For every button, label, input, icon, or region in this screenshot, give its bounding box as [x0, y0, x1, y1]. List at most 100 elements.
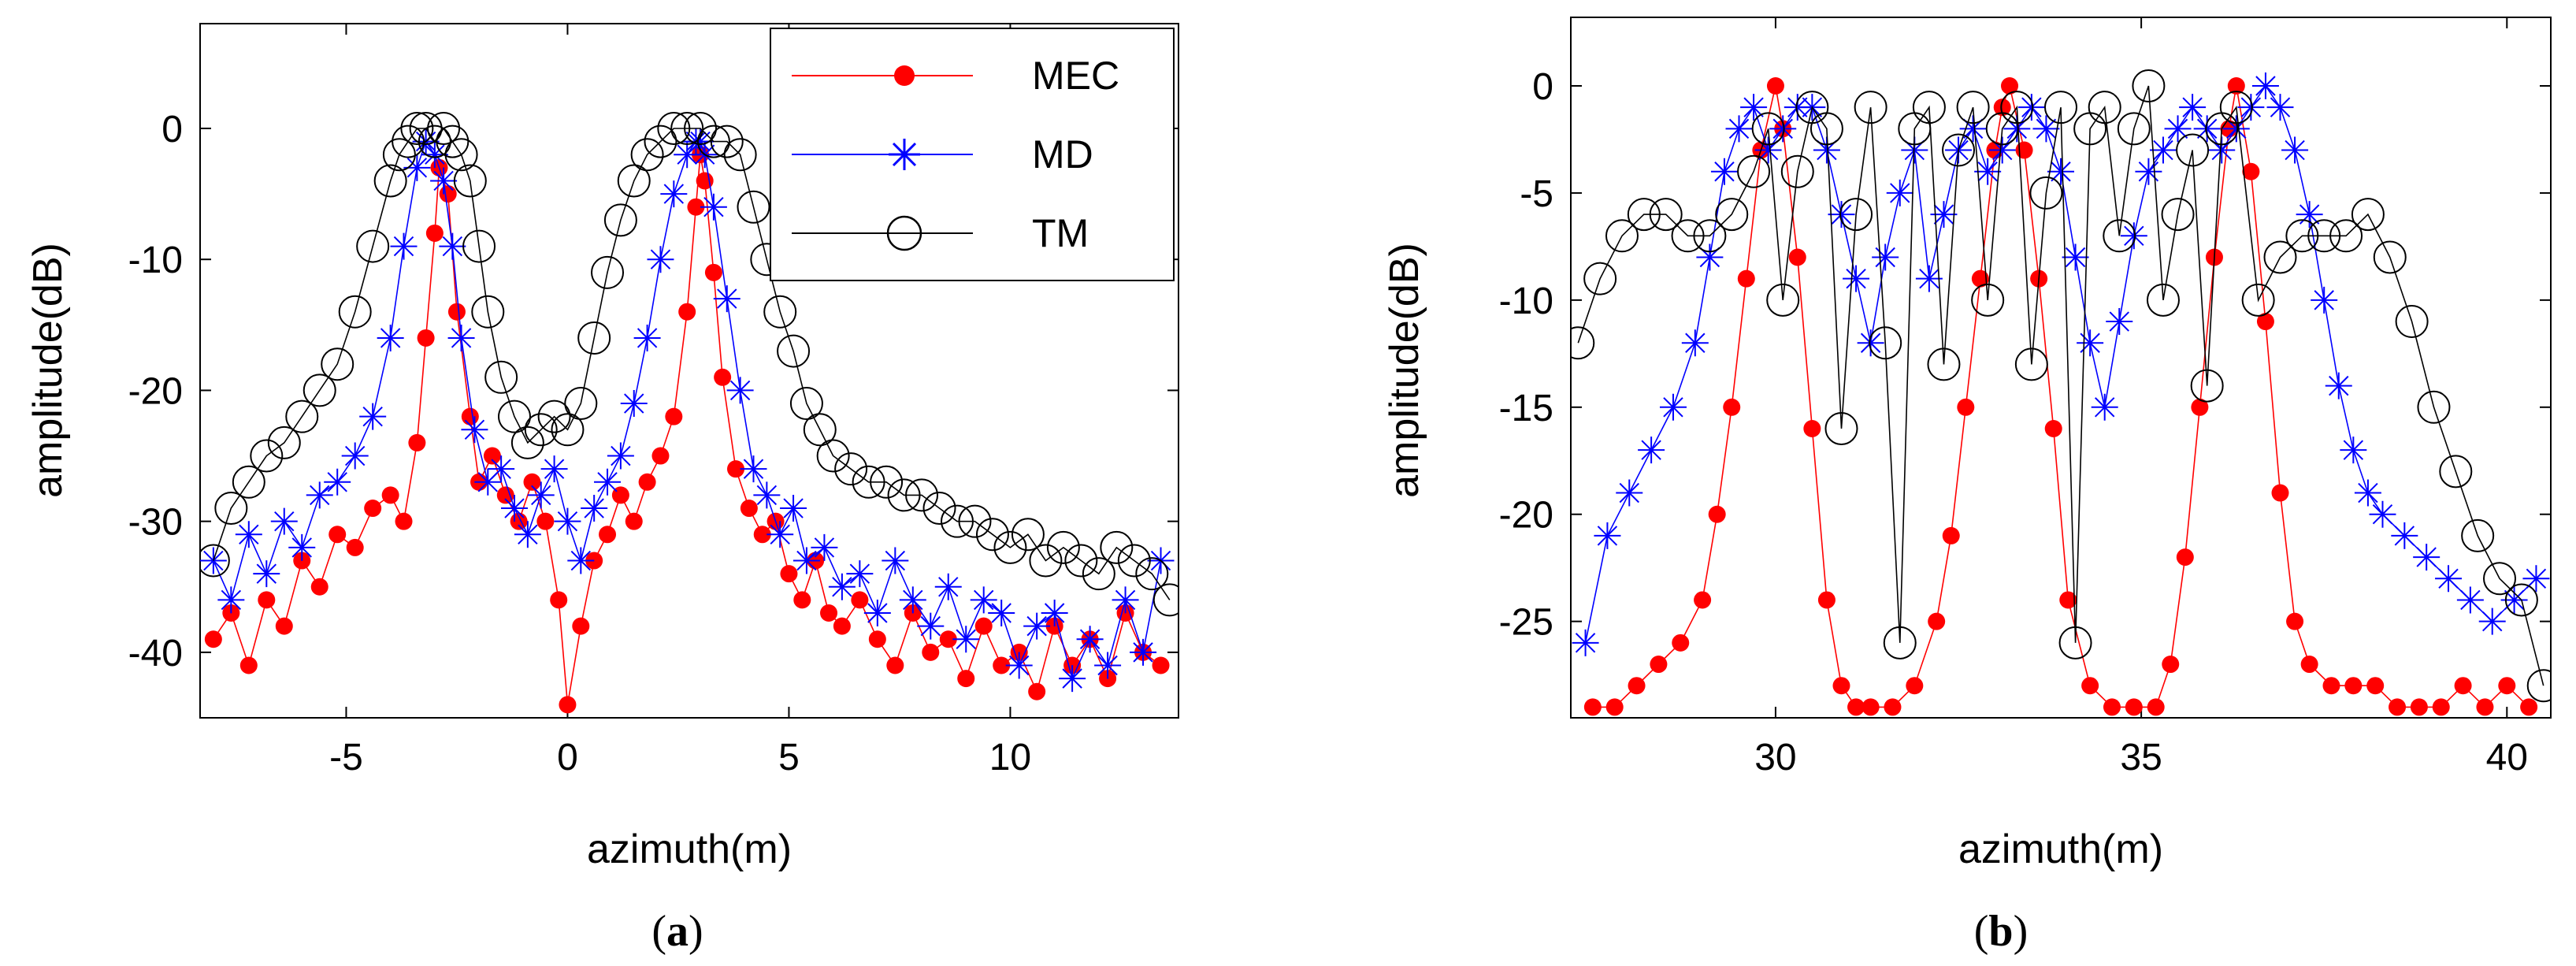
data-point: [2164, 115, 2192, 143]
legend-entry-md: MD: [792, 132, 1093, 176]
data-point: [403, 154, 431, 181]
data-point: [381, 486, 399, 504]
data-point: [2106, 308, 2133, 336]
caption-a: (a): [651, 907, 703, 956]
data-point: [2439, 455, 2473, 489]
data-point: [2237, 94, 2265, 121]
data-point: [2014, 347, 2048, 381]
data-point: [527, 481, 555, 509]
data-point: [474, 468, 502, 496]
series-line-tm: [1577, 85, 2544, 686]
data-point: [644, 124, 677, 158]
data-point: [740, 500, 758, 518]
data-point: [395, 512, 413, 530]
data-point: [2132, 69, 2166, 102]
data-point: [660, 180, 688, 208]
data-point: [523, 473, 541, 491]
data-point: [2432, 698, 2450, 716]
data-point: [2147, 698, 2165, 716]
data-point: [1153, 583, 1179, 617]
data-point: [939, 630, 957, 648]
data-point: [2417, 390, 2451, 424]
y-tick-label: -10: [128, 240, 183, 281]
data-point: [1906, 677, 1924, 695]
data-point: [2461, 518, 2495, 552]
data-point: [958, 504, 992, 538]
chart-b-ylabel: amplitude(dB): [1382, 243, 1427, 498]
data-point: [496, 486, 514, 504]
data-point: [1813, 136, 1840, 164]
caption-b: (b): [1974, 907, 2028, 956]
data-point: [803, 413, 837, 447]
data-point: [1659, 393, 1687, 421]
y-tick-label: -15: [1499, 388, 1553, 429]
data-point: [993, 656, 1011, 674]
data-point: [1572, 629, 1599, 656]
data-point: [792, 547, 820, 574]
data-point: [2091, 393, 2118, 421]
data-point: [1927, 347, 1961, 381]
data-point: [427, 111, 461, 145]
data-point: [1993, 98, 2011, 117]
legend-marker-mec: [894, 65, 915, 86]
data-point: [816, 439, 850, 473]
series-tm: [200, 111, 1179, 617]
data-point: [204, 630, 222, 648]
data-point: [2520, 698, 2538, 716]
data-point: [392, 124, 425, 158]
data-point: [2081, 677, 2099, 695]
data-point: [390, 232, 418, 260]
data-point: [341, 442, 369, 470]
data-point: [1872, 243, 1899, 271]
x-tick-label: 10: [989, 737, 1031, 778]
data-point: [2351, 198, 2385, 232]
data-point: [1152, 656, 1170, 674]
data-point: [2340, 437, 2367, 464]
data-point: [1884, 698, 1902, 716]
data-point: [1824, 411, 1858, 445]
data-point: [2456, 586, 2484, 614]
data-point: [1100, 530, 1134, 564]
data-point: [975, 518, 1009, 552]
x-tick-label: 30: [1754, 737, 1796, 778]
legend-marker-tm: [886, 215, 922, 251]
data-point: [1883, 626, 1917, 659]
data-point: [1715, 198, 1749, 232]
data-point: [303, 373, 336, 407]
data-point: [2526, 669, 2551, 703]
data-point: [603, 203, 637, 237]
data-point: [2454, 677, 2472, 695]
data-point: [723, 138, 757, 172]
data-point: [559, 696, 577, 714]
data-point: [1857, 329, 1884, 357]
data-point: [581, 495, 608, 522]
data-point: [200, 544, 230, 578]
legend-label-md: MD: [1032, 132, 1093, 176]
data-point: [1029, 544, 1063, 578]
data-point: [200, 547, 227, 574]
data-point: [922, 492, 956, 526]
chart-b-series-layer: [1571, 69, 2551, 716]
data-point: [1784, 94, 1811, 121]
data-point: [2263, 240, 2297, 274]
data-point: [1708, 505, 1726, 523]
data-point: [833, 617, 851, 635]
data-point: [1740, 94, 1768, 121]
chart-b-xlabel: azimuth(m): [1958, 827, 2163, 872]
data-point: [1011, 518, 1045, 552]
data-point: [2190, 369, 2224, 403]
data-point: [811, 533, 838, 561]
data-point: [1616, 479, 1643, 507]
data-point: [346, 538, 364, 556]
data-point: [2300, 656, 2318, 674]
legend-marker-md: [889, 139, 920, 170]
data-point: [356, 229, 390, 263]
data-point: [2344, 677, 2363, 695]
data-point: [514, 521, 541, 548]
data-point: [820, 604, 838, 622]
data-point: [2088, 91, 2121, 124]
data-point: [2522, 565, 2550, 593]
data-point: [2483, 562, 2517, 596]
data-point: [408, 433, 426, 451]
data-point: [1059, 665, 1086, 693]
